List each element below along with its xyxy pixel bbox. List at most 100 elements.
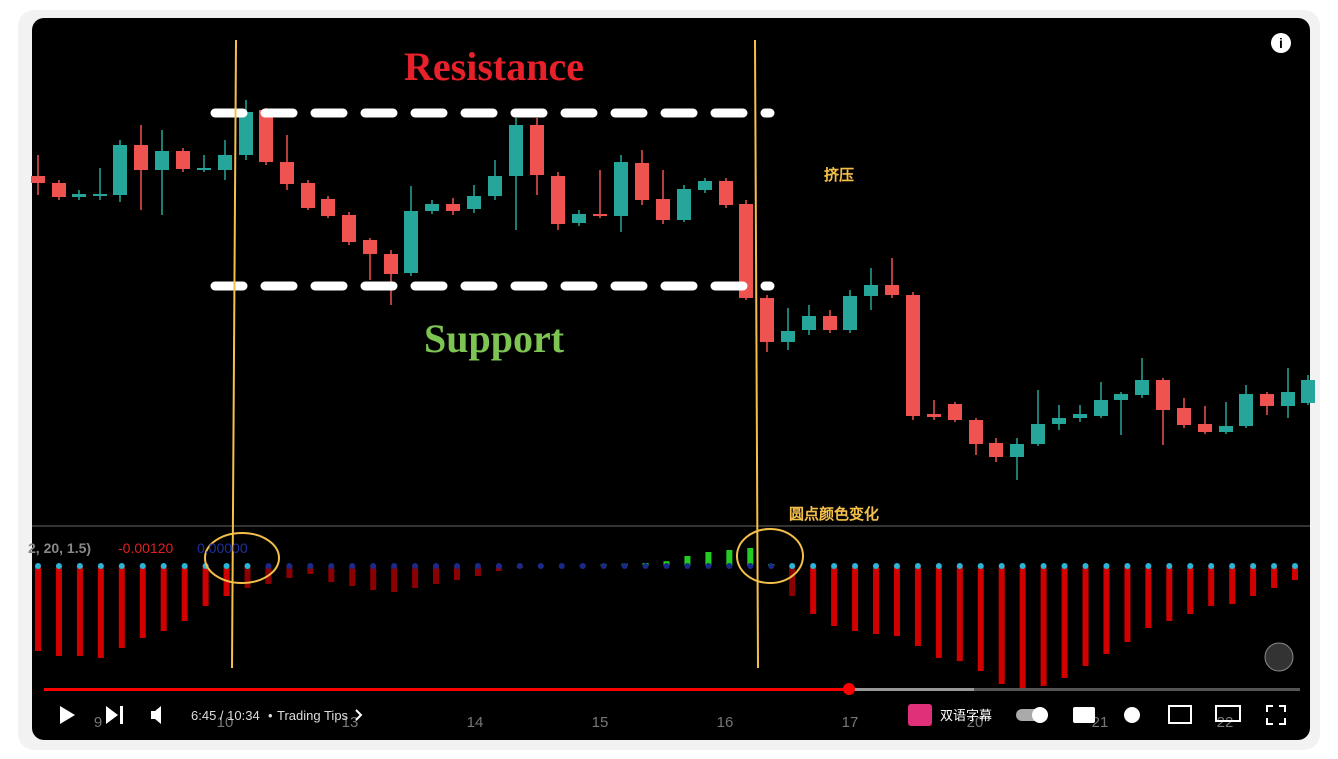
candle-body — [927, 414, 941, 417]
candle-body — [425, 204, 439, 211]
candle-body — [843, 296, 857, 330]
scrubber[interactable] — [843, 683, 855, 695]
squeeze-dot — [223, 563, 230, 569]
histogram-bar — [391, 566, 398, 592]
candle-body — [1114, 394, 1128, 400]
histogram-bar — [1229, 566, 1236, 604]
candle-body — [72, 194, 86, 197]
histogram — [35, 548, 1298, 688]
candle-body — [572, 214, 586, 223]
histogram-bar — [35, 566, 41, 651]
squeeze-dot — [433, 563, 440, 569]
candle-body — [1260, 394, 1274, 406]
squeeze-dot — [600, 563, 607, 569]
squeeze-dot — [35, 563, 41, 569]
x-tick-label: 20 — [967, 714, 984, 731]
support-label: Support — [424, 316, 565, 361]
x-tick-label: 9 — [94, 714, 102, 731]
time-display: 6:45 / 10:34 — [191, 708, 260, 723]
candle-body — [1094, 400, 1108, 416]
theater-button[interactable] — [1215, 705, 1241, 722]
volume-button[interactable] — [151, 706, 161, 724]
subtitle-icon[interactable] — [908, 704, 932, 726]
next-button[interactable] — [106, 706, 123, 724]
squeeze-dot — [726, 563, 733, 569]
chapter-title[interactable]: Trading Tips — [277, 708, 349, 723]
histogram-bar — [998, 566, 1005, 684]
channel-logo[interactable] — [1264, 642, 1294, 672]
squeeze-dot — [956, 563, 963, 569]
histogram-bar — [1019, 566, 1026, 688]
candles — [31, 100, 1315, 480]
histogram-bar — [831, 566, 838, 626]
fullscreen-button[interactable] — [1266, 705, 1286, 725]
histogram-bar — [1103, 566, 1110, 654]
squeeze-dot — [391, 563, 398, 569]
squeeze-dot — [558, 563, 565, 569]
squeeze-dot — [286, 563, 293, 569]
candle-body — [488, 176, 502, 196]
x-tick-label: 10 — [217, 714, 234, 731]
squeeze-dot — [265, 563, 272, 569]
candle-body — [155, 151, 169, 170]
squeeze-dot — [328, 563, 335, 569]
squeeze-dot — [663, 563, 670, 569]
histogram-bar — [118, 566, 125, 648]
candle-body — [280, 162, 294, 184]
info-button[interactable] — [1271, 33, 1291, 53]
chapter-arrow — [355, 709, 363, 721]
histogram-bar — [474, 566, 481, 576]
histogram-bar — [433, 566, 440, 584]
candle-body — [1177, 408, 1191, 425]
squeeze-dot — [1271, 563, 1278, 569]
candle-body — [969, 420, 983, 444]
histogram-bar — [349, 566, 356, 586]
candle-body — [1301, 380, 1315, 403]
captions-button[interactable] — [1073, 707, 1095, 723]
histogram-bar — [244, 566, 251, 588]
candle-body — [760, 298, 774, 342]
histogram-bar — [76, 566, 83, 656]
candle-body — [530, 125, 544, 175]
histogram-bar — [726, 550, 733, 566]
candle-body — [656, 199, 670, 220]
squeeze-dot — [998, 563, 1005, 569]
progress-played — [44, 688, 849, 691]
candle-body — [635, 163, 649, 200]
candle-body — [614, 162, 628, 216]
squeeze-dot — [474, 563, 481, 569]
histogram-bar — [160, 566, 167, 631]
highlight-circle — [736, 528, 804, 584]
candle-body — [197, 168, 211, 170]
squeeze-dot — [1103, 563, 1110, 569]
indicator-params: 2, 20, 1.5) — [28, 540, 91, 556]
miniplayer-button[interactable] — [1168, 705, 1192, 724]
squeeze-dot — [1145, 563, 1152, 569]
squeeze-dot — [831, 563, 838, 569]
annotation: 挤压 — [824, 166, 854, 184]
squeeze-dot — [139, 563, 146, 569]
squeeze-dot — [1166, 563, 1173, 569]
squeeze-dot — [1292, 563, 1298, 569]
highlight-circle — [204, 532, 280, 584]
play-button[interactable] — [60, 706, 75, 724]
candle-body — [404, 211, 418, 273]
histogram-bar — [412, 566, 419, 588]
squeeze-dot — [55, 563, 62, 569]
candle-body — [218, 155, 232, 170]
subtitle-label[interactable]: 双语字幕 — [940, 708, 992, 723]
squeeze-dot — [914, 563, 921, 569]
squeeze-dot — [307, 563, 314, 569]
candle-body — [259, 110, 273, 162]
candle-body — [1156, 380, 1170, 410]
settings-button[interactable] — [1124, 707, 1140, 723]
histogram-bar — [1166, 566, 1173, 621]
squeeze-dot — [1061, 563, 1068, 569]
histogram-bar — [1271, 566, 1278, 588]
squeeze-dot — [1250, 563, 1257, 569]
candle-body — [1198, 424, 1212, 432]
candle-body — [1281, 392, 1295, 406]
squeeze-dot — [244, 563, 251, 569]
